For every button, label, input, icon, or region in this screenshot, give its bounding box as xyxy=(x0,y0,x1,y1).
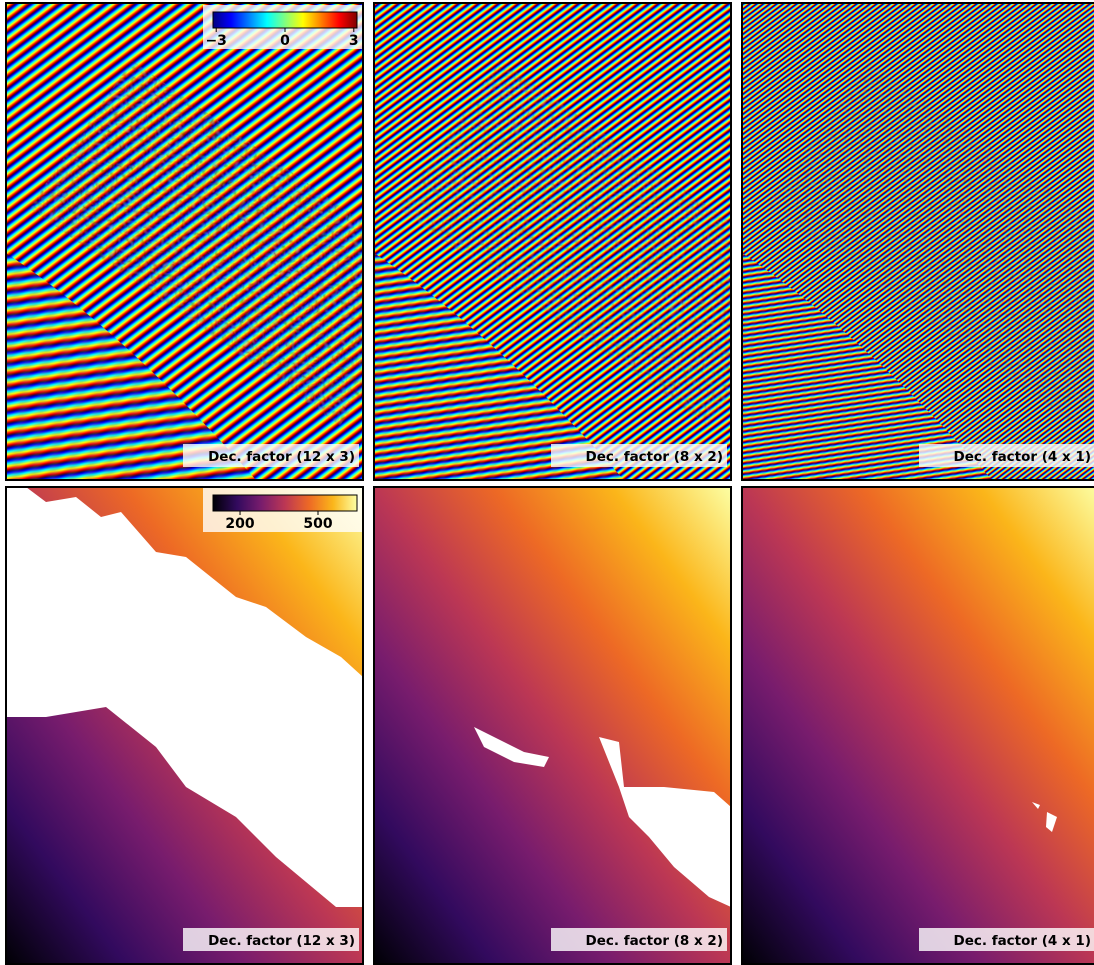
colorbar xyxy=(213,495,357,511)
panel-label: Dec. factor (12 x 3) xyxy=(208,933,355,949)
panel-label: Dec. factor (12 x 3) xyxy=(208,449,355,465)
panel-label: Dec. factor (4 x 1) xyxy=(954,933,1092,949)
colorbar-tick-label: −3 xyxy=(205,33,226,49)
colorbar-tick-label: 500 xyxy=(303,516,332,532)
colorbar-tick-label: 200 xyxy=(225,516,254,532)
panel-label: Dec. factor (8 x 2) xyxy=(586,449,724,465)
unwrapped-map xyxy=(6,487,363,964)
colorbar xyxy=(213,12,357,28)
unwrapped-map xyxy=(742,487,1094,964)
interferogram xyxy=(742,3,1094,480)
figure: Dec. factor (12 x 3) Dec. factor (8 x 2) D… xyxy=(0,0,1094,965)
colorbar-tick-label: 0 xyxy=(280,33,290,49)
panel-label: Dec. factor (8 x 2) xyxy=(586,933,724,949)
panel-label: Dec. factor (4 x 1) xyxy=(954,449,1092,465)
colorbar-tick-label: 3 xyxy=(349,33,359,49)
unwrapped-map xyxy=(374,487,731,964)
